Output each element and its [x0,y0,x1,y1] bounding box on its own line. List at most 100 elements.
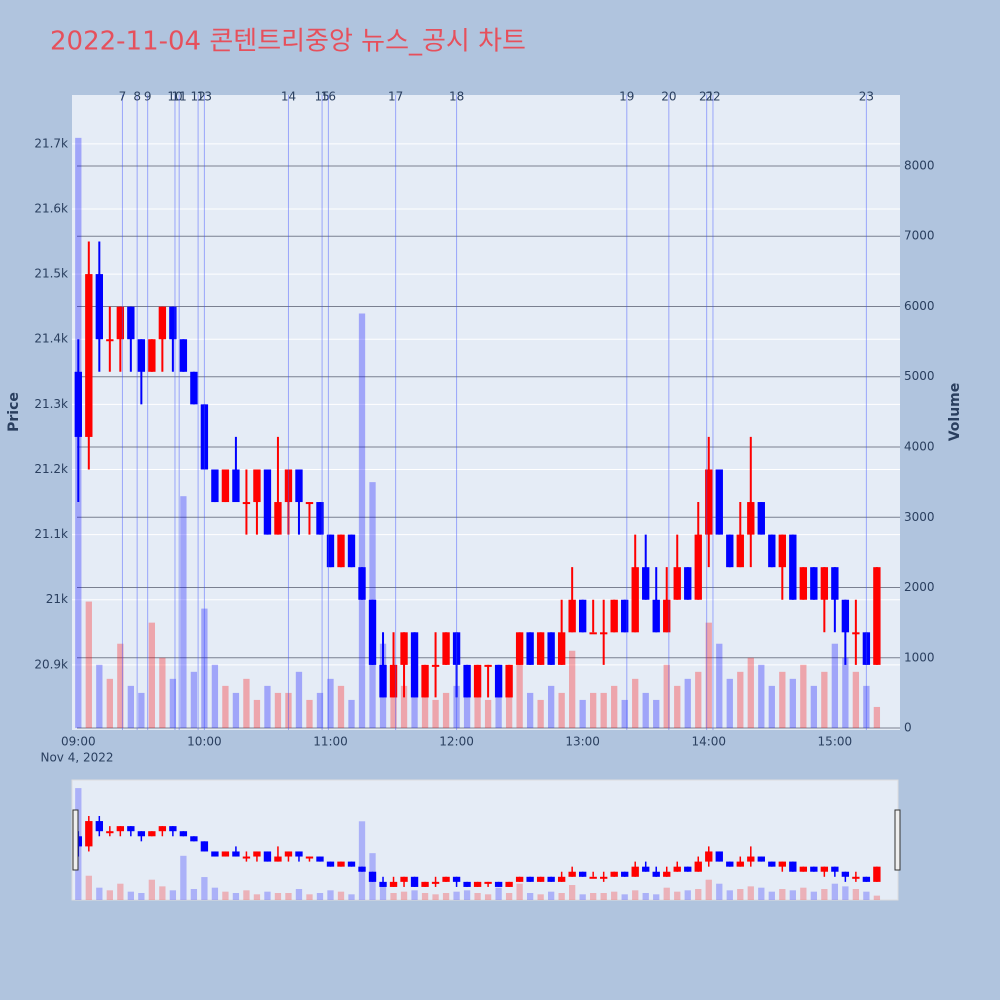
candle-body [148,339,156,372]
volume-bar [159,657,166,729]
volume-bar [127,685,134,729]
volume-bar [779,671,786,729]
slider-volume-bar [516,883,523,900]
y-tick-label: 21.1k [34,527,68,541]
slider-volume-bar [758,887,765,900]
slider-handle[interactable] [894,809,901,871]
slider-volume-bar [169,890,177,900]
slider-volume-bar [148,879,156,900]
slider-volume-bar [463,890,471,900]
slider-candle-body [642,866,650,872]
slider-volume-bar [800,887,807,900]
slider-candle-body [85,821,93,847]
volume-bar [684,678,691,729]
slider-volume-bar [285,892,292,900]
slider-volume-bar [653,894,660,900]
candle-body [74,371,82,437]
y-tick-label: 21.7k [34,136,68,150]
slider-candle-body [148,831,156,837]
slider-volume-bar [663,887,670,900]
candle-body [778,534,786,568]
slider-handle[interactable] [72,809,79,871]
slider-volume-bar [316,892,324,900]
volume-bar [547,685,555,729]
slider-candle-body [778,861,786,867]
y2-tick-label: 6000 [904,299,935,313]
x-tick-label: 15:00 [818,735,853,749]
slider-volume-bar [379,883,387,900]
candle-body [326,534,335,568]
volume-bar [337,685,345,729]
volume-bar [642,692,649,729]
news-label: 8 [133,90,141,104]
slider-candle-body [820,866,829,872]
volume-bar [453,685,460,729]
range-slider[interactable] [71,779,899,901]
candle-body [610,599,618,633]
slider-candle-body [158,826,167,832]
slider-volume-bar [453,891,460,900]
volume-bar [569,650,576,729]
y-axis-title: Price [6,392,22,432]
slider-candle-body [768,861,776,867]
candle-body [663,599,671,633]
news-label: 7 [119,90,127,104]
slider-volume-bar [547,891,555,900]
volume-bar [348,699,355,729]
slider-candle-body [232,851,240,857]
volume-bar [852,671,860,729]
slider-candle-body [715,851,723,862]
volume-bar [400,685,408,729]
volume-bar [327,678,334,729]
slider-volume-bar [232,892,240,900]
slider-volume-bar [138,892,145,900]
slider-volume-bar [695,889,702,900]
volume-bar [810,685,817,729]
volume-bar [611,685,618,729]
y-tick-label: 21.3k [34,397,68,411]
slider-candle-body [337,861,345,867]
candle-body [358,567,366,600]
y2-tick-label: 5000 [904,369,935,383]
volume-bar [148,622,156,729]
candle-body [705,469,713,535]
candle-body [505,664,513,698]
volume-bar [264,685,271,729]
slider-candle-body [621,871,629,877]
x-tick-label: 13:00 [565,735,600,749]
slider-candle-body [673,866,681,872]
slider-volume-bar [106,890,113,900]
volume-bar [211,664,219,729]
slider-volume-bar [716,883,723,900]
slider-volume-bar [96,887,103,900]
candle-body [95,274,103,340]
volume-bar [243,678,250,729]
volume-bar [789,678,796,729]
volume-bar [421,692,429,729]
slider-volume-bar [705,879,712,900]
slider-candle-body [873,866,881,882]
slider-candle-body [326,861,335,867]
candle-body [263,469,272,535]
slider-volume-bar [526,892,534,900]
candle-body [127,306,135,340]
slider-candle-body [841,871,850,877]
y2-tick-label: 3000 [904,510,935,524]
x-tick-label: 10:00 [187,735,222,749]
y2-axis-title: Volume [947,383,963,442]
candle-body [274,502,282,535]
news-label: 12 [190,90,205,104]
volume-bar [169,678,177,729]
candle-body [600,632,608,635]
slider-candle-body [179,831,188,837]
volume-bar [232,692,240,729]
y-tick-label: 21.2k [34,462,68,476]
candle-body [757,502,765,535]
slider-candle-body [137,831,146,837]
candle-body [547,632,555,665]
slider-candle-body [221,851,230,857]
slider-volume-bar [432,894,439,900]
slider-candle-body [211,851,219,857]
candle-body [799,567,808,600]
volume-bar [432,699,439,729]
